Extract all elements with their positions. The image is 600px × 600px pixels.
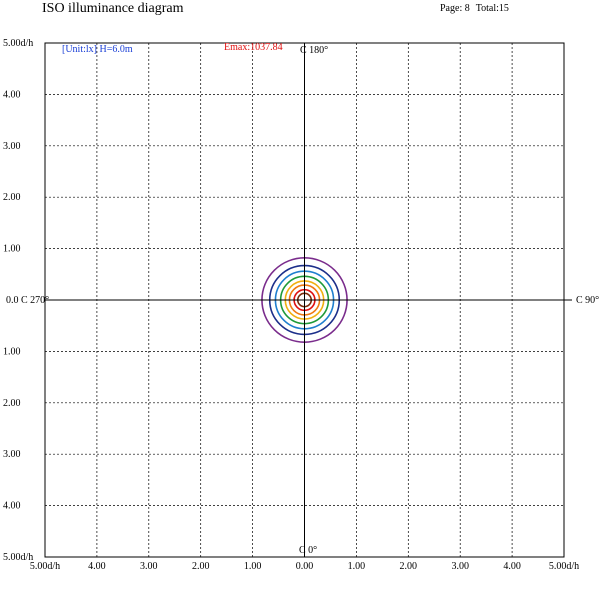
unit-annotation: [Unit:lx] H=6.0m bbox=[62, 44, 133, 55]
y-tick-label: 1.00 bbox=[3, 346, 21, 357]
x-tick-label: 4.00 bbox=[88, 561, 106, 572]
x-tick-label: 2.00 bbox=[192, 561, 210, 572]
emax-annotation: Emax:1037.84 bbox=[224, 42, 283, 53]
x-tick-label: 1.00 bbox=[244, 561, 262, 572]
y-tick-label: 4.00 bbox=[3, 501, 21, 512]
x-tick-label: 4.00 bbox=[503, 561, 521, 572]
x-tick-label: 3.00 bbox=[140, 561, 158, 572]
y-tick-label: 3.00 bbox=[3, 449, 21, 460]
x-tick-label: 0.00 bbox=[296, 561, 314, 572]
page-total: Total:15 bbox=[475, 3, 509, 14]
x-tick-label: 5.00d/h bbox=[549, 561, 579, 572]
y-tick-label: 2.00 bbox=[3, 398, 21, 409]
y-tick-label: 2.00 bbox=[3, 192, 21, 203]
y-tick-label: 4.00 bbox=[3, 89, 21, 100]
c0-label: C 0° bbox=[299, 545, 317, 556]
tick-labels: 5.00d/h 4.00 3.00 2.00 1.00 0.00 1.00 2.00 3.00 4… bbox=[3, 38, 579, 572]
x-tick-label: 2.00 bbox=[400, 561, 418, 572]
y-tick-label: 3.00 bbox=[3, 141, 21, 152]
y-tick-label: 1.00 bbox=[3, 244, 21, 255]
page-number: Page: 8 bbox=[440, 3, 470, 14]
c90-label: C 90° bbox=[576, 295, 599, 306]
x-tick-label: 1.00 bbox=[348, 561, 366, 572]
y-tick-label: 5.00d/h bbox=[3, 38, 33, 49]
c180-label: C 180° bbox=[300, 45, 328, 56]
x-tick-label: 5.00d/h bbox=[30, 561, 60, 572]
y-tick-label: 5.00d/h bbox=[3, 552, 33, 563]
x-tick-label: 3.00 bbox=[451, 561, 469, 572]
c270-label: 0.0 C 270° bbox=[6, 295, 49, 306]
axes bbox=[45, 43, 572, 557]
chart-title: ISO illuminance diagram bbox=[42, 1, 184, 16]
page-info: Page: 8 Total:15 bbox=[440, 2, 509, 16]
